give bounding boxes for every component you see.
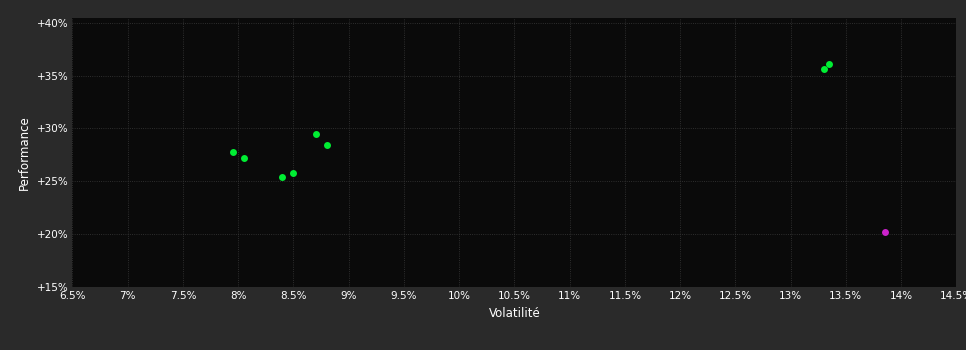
Point xyxy=(821,61,837,67)
Y-axis label: Performance: Performance xyxy=(18,115,31,190)
Point xyxy=(319,142,334,148)
Point xyxy=(286,170,301,176)
Point xyxy=(877,229,893,235)
Point xyxy=(274,174,290,180)
X-axis label: Volatilité: Volatilité xyxy=(489,307,540,320)
Point xyxy=(225,149,241,154)
Point xyxy=(816,66,832,72)
Point xyxy=(308,131,324,136)
Point xyxy=(236,155,251,161)
